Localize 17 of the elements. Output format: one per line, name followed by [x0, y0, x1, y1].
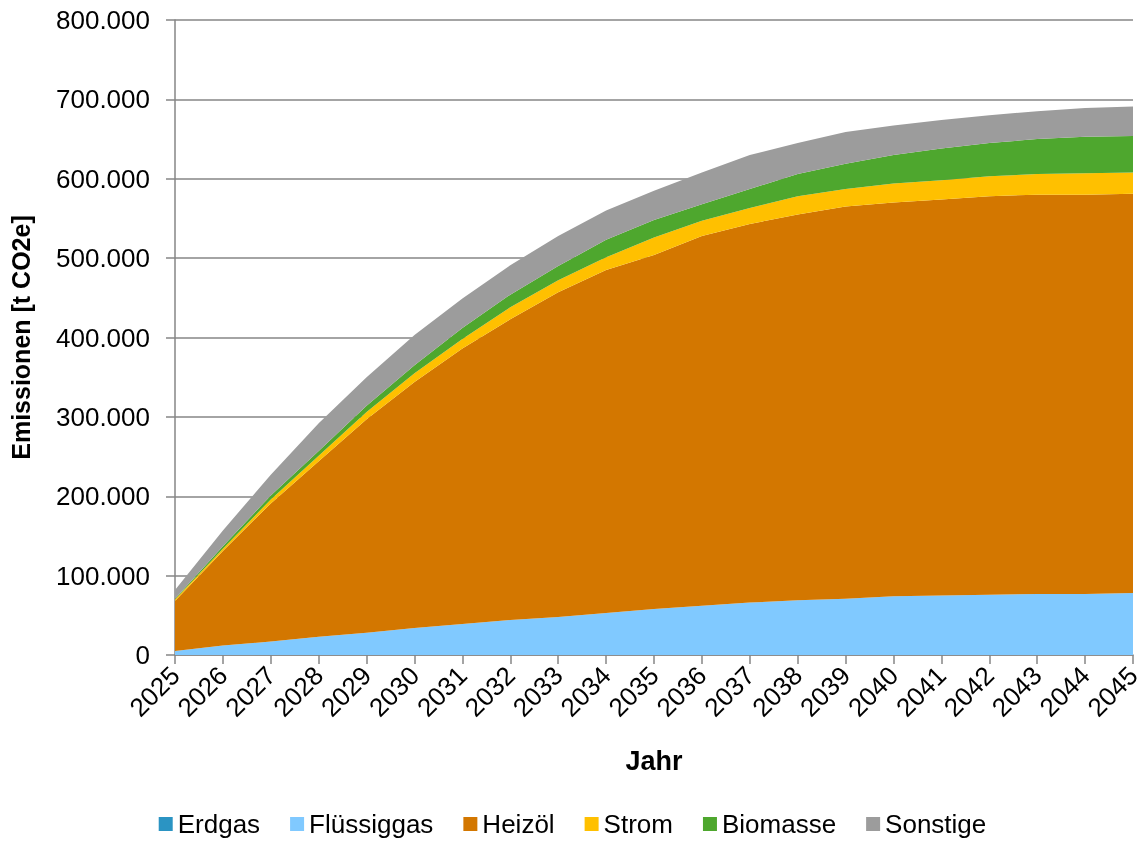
y-tick-label: 200.000 [56, 481, 150, 512]
y-axis-title: Emissionen [t CO2e] [6, 215, 35, 460]
y-tick-label: 500.000 [56, 243, 150, 274]
y-tick-label: 800.000 [56, 5, 150, 35]
legend-label: Heizöl [482, 809, 555, 839]
x-axis-title: Jahr [625, 745, 683, 776]
y-tick-label: 400.000 [56, 322, 150, 353]
y-tick-label: 700.000 [56, 84, 150, 115]
legend-label: Erdgas [177, 809, 261, 839]
legend-label: Biomasse [721, 809, 837, 839]
legend-label: Strom [603, 809, 673, 839]
y-tick-label: 600.000 [56, 163, 150, 194]
legend-label: Flüssiggas [309, 809, 434, 839]
y-tick-label: 300.000 [56, 401, 150, 432]
y-tick-label: 0 [135, 640, 150, 670]
y-tick-label: 100.000 [56, 560, 150, 591]
legend-label: Sonstige [885, 809, 987, 839]
